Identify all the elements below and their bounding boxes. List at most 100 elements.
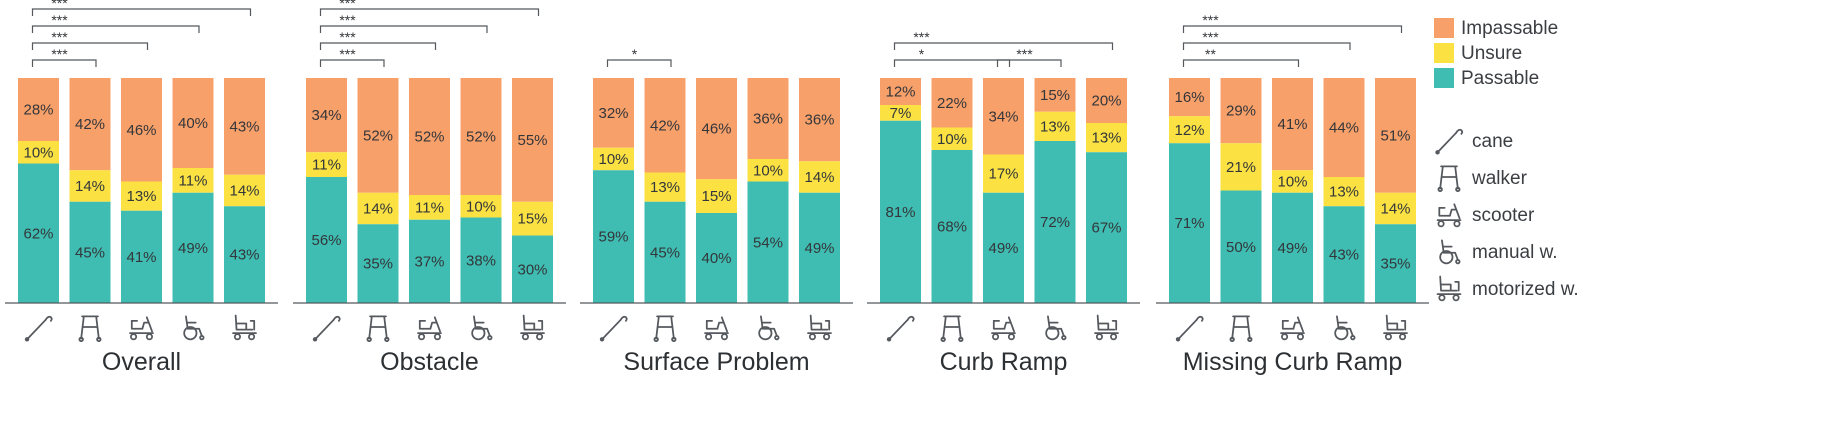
motorized-wheelchair-icon xyxy=(232,314,257,341)
label-impassable: 46% xyxy=(126,122,156,139)
bar-passable xyxy=(1375,224,1416,303)
bar-unsure xyxy=(306,152,347,177)
bar-unsure xyxy=(696,179,737,213)
bar-passable xyxy=(409,219,450,303)
label-passable: 49% xyxy=(178,240,208,257)
bar-unsure xyxy=(880,105,921,121)
legend-label-unsure: Unsure xyxy=(1461,43,1522,64)
bar-passable xyxy=(1323,206,1365,303)
label-impassable: 16% xyxy=(1174,89,1204,106)
label-passable: 72% xyxy=(1040,214,1070,231)
legend-swatch-passable xyxy=(1434,68,1454,88)
bar-passable xyxy=(69,201,111,303)
bar-impassable xyxy=(747,78,789,159)
label-unsure: 13% xyxy=(1329,184,1359,201)
walker-icon xyxy=(1437,165,1461,192)
cane-icon xyxy=(312,315,341,342)
manual-wheelchair-icon xyxy=(183,315,205,341)
bar-impassable xyxy=(1034,78,1076,112)
walker-icon xyxy=(940,315,964,342)
significance-bracket xyxy=(319,59,385,67)
bar-unsure xyxy=(409,195,450,220)
bar-unsure xyxy=(983,154,1024,193)
significance-label: ** xyxy=(1205,46,1216,62)
panel-curb-ramp: 12% 7% 81% 22% 10% 68% 34% 17% 49% 15% 13% 72% 20% 13… xyxy=(867,29,1140,376)
chart-legend: Impassable Unsure Passable cane walker scoote… xyxy=(1434,18,1579,302)
motorized-wheelchair-icon xyxy=(520,314,545,341)
significance-label: *** xyxy=(339,46,356,62)
label-unsure: 13% xyxy=(126,188,156,205)
label-impassable: 52% xyxy=(363,127,393,144)
label-unsure: 10% xyxy=(753,162,783,179)
label-impassable: 52% xyxy=(466,129,496,146)
significance-bracket xyxy=(319,25,488,33)
bar-impassable xyxy=(1169,78,1210,117)
label-impassable: 46% xyxy=(701,121,731,138)
bar-passable xyxy=(172,192,214,303)
bar-unsure xyxy=(172,168,214,193)
label-unsure: 15% xyxy=(517,211,547,228)
walker-icon xyxy=(653,315,677,342)
label-passable: 40% xyxy=(701,250,731,267)
label-unsure: 15% xyxy=(701,188,731,205)
label-unsure: 14% xyxy=(229,183,259,200)
label-passable: 54% xyxy=(753,234,783,251)
label-passable: 49% xyxy=(804,240,834,257)
label-impassable: 51% xyxy=(1380,127,1410,144)
label-unsure: 13% xyxy=(650,179,680,196)
bar-unsure xyxy=(1086,123,1127,153)
label-unsure: 10% xyxy=(466,198,496,215)
label-passable: 30% xyxy=(517,261,547,278)
label-impassable: 34% xyxy=(311,107,341,124)
bar-passable xyxy=(1169,143,1210,303)
bar-passable xyxy=(593,170,634,303)
bar-passable xyxy=(880,120,921,303)
motorized-wheelchair-icon xyxy=(1436,275,1462,302)
significance-bracket xyxy=(31,59,97,67)
label-impassable: 55% xyxy=(517,132,547,149)
label-unsure: 10% xyxy=(1277,174,1307,191)
label-impassable: 42% xyxy=(650,117,680,134)
panel-title: Curb Ramp xyxy=(940,348,1068,376)
significance-label: *** xyxy=(339,29,356,45)
label-unsure: 11% xyxy=(415,199,444,216)
bar-unsure xyxy=(644,172,686,202)
bar-unsure xyxy=(1375,192,1416,225)
bar-impassable xyxy=(696,78,737,180)
significance-label: *** xyxy=(51,46,68,62)
motorized-wheelchair-icon xyxy=(1094,314,1119,341)
significance-label: *** xyxy=(1202,12,1219,28)
significance-bracket xyxy=(893,42,1114,50)
panel-title: Overall xyxy=(102,348,181,376)
bar-unsure xyxy=(747,159,789,182)
label-passable: 35% xyxy=(1380,256,1410,273)
bar-impassable xyxy=(357,78,399,193)
walker-icon xyxy=(366,315,390,342)
legend-label-impassable: Impassable xyxy=(1461,18,1558,39)
panel-title: Obstacle xyxy=(380,348,479,376)
label-passable: 45% xyxy=(75,244,105,261)
label-impassable: 34% xyxy=(988,108,1018,125)
label-passable: 71% xyxy=(1174,215,1204,232)
bar-unsure xyxy=(1034,111,1076,141)
legend-label-passable: Passable xyxy=(1461,68,1539,89)
bar-impassable xyxy=(1375,78,1416,193)
device-legend-label: motorized w. xyxy=(1472,279,1579,300)
significance-label: *** xyxy=(51,29,68,45)
label-passable: 59% xyxy=(598,229,628,246)
bar-impassable xyxy=(644,78,686,173)
label-unsure: 14% xyxy=(363,201,393,218)
significance-label: *** xyxy=(913,29,930,45)
panel-missing-curb-ramp: 16% 12% 71% 29% 21% 50% 41% 10% 49% 44% 13% 43% 51% 1… xyxy=(1156,12,1429,376)
bar-passable xyxy=(644,201,686,303)
significance-bracket xyxy=(319,42,437,50)
label-impassable: 40% xyxy=(178,115,208,132)
label-impassable: 12% xyxy=(885,84,915,101)
bar-passable xyxy=(460,217,502,303)
label-passable: 62% xyxy=(23,225,53,242)
bar-unsure xyxy=(931,127,973,150)
scooter-icon xyxy=(1436,203,1462,228)
label-unsure: 11% xyxy=(312,157,341,174)
manual-wheelchair-icon xyxy=(471,315,493,341)
